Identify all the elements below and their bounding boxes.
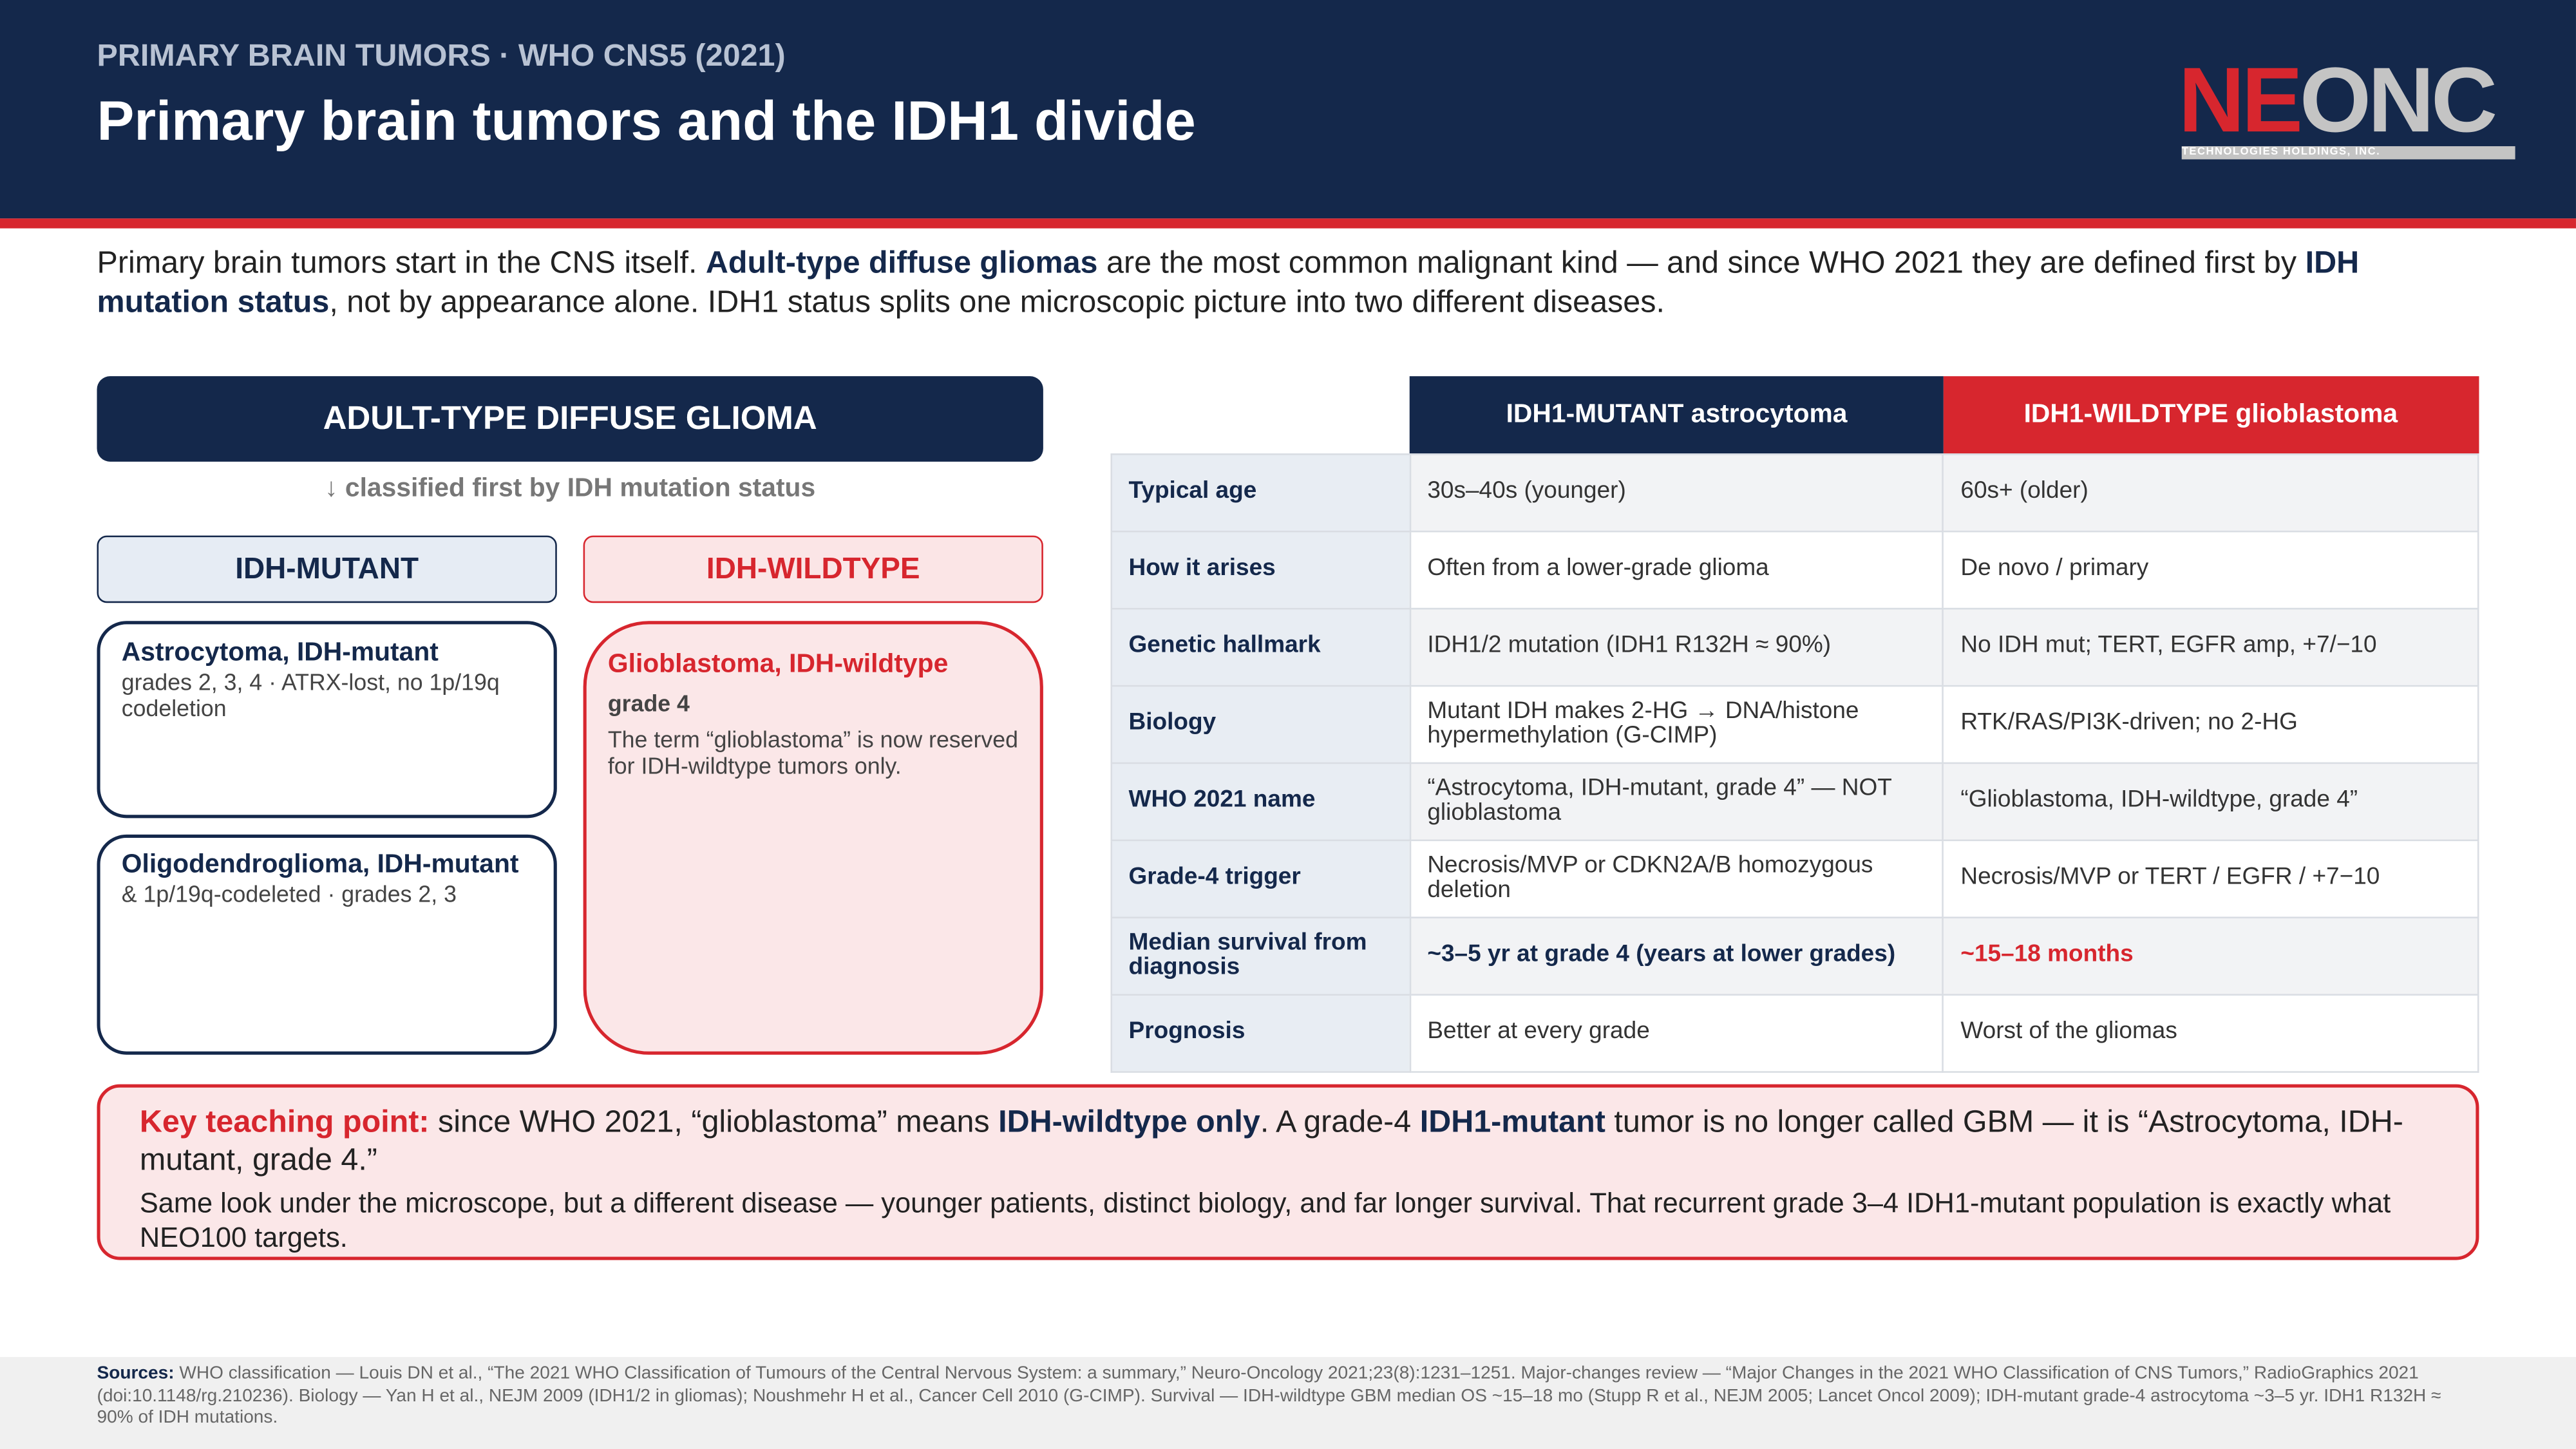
wildtype-label: IDH-WILDTYPE: [583, 535, 1043, 603]
card-name: Glioblastoma, IDH-wildtype: [607, 650, 949, 679]
table-row: Typical age 30s–40s (younger) 60s+ (older): [1110, 452, 2479, 532]
table-cell: De novo / primary: [1942, 529, 2479, 609]
table-cell: “Glioblastoma, IDH-wildtype, grade 4”: [1942, 761, 2479, 840]
sources-text: WHO classification — Louis DN et al., “T…: [97, 1363, 2441, 1428]
text: IDH1-mutant: [1419, 1105, 1605, 1141]
text: Adult-type diffuse gliomas: [705, 246, 1098, 281]
row-label: How it arises: [1110, 529, 1411, 609]
header-band: [0, 0, 2576, 219]
table-cell: Necrosis/MVP or CDKN2A/B homozygous dele…: [1409, 838, 1944, 918]
key-point: Key teaching point: since WHO 2021, “gli…: [97, 1084, 2479, 1260]
text: IDH-wildtype only: [998, 1105, 1260, 1141]
card: Oligodendroglioma, IDH-mutant & 1p/19q-co…: [97, 834, 557, 1055]
logo-gray: ONC: [2299, 47, 2497, 151]
intro: Primary brain tumors start in the CNS it…: [97, 245, 2496, 323]
kicker: PRIMARY BRAIN TUMORS · WHO CNS5 (2021): [97, 39, 786, 74]
comparison-table: IDH1-MUTANT astrocytoma IDH1-WILDTYPE gli…: [1110, 376, 2479, 1072]
row-label: Typical age: [1110, 452, 1411, 532]
key-point-headline: Key teaching point: since WHO 2021, “gli…: [140, 1104, 2436, 1179]
sources: Sources: WHO classification — Louis DN e…: [0, 1357, 2576, 1449]
row-label: WHO 2021 name: [1110, 761, 1411, 840]
diagram-title: ADULT-TYPE DIFFUSE GLIOMA: [97, 376, 1043, 462]
row-label: Median survival from diagnosis: [1110, 916, 1411, 995]
row-label: Biology: [1110, 684, 1411, 763]
table-cell: ~15–18 months: [1942, 916, 2479, 995]
card-name: Oligodendroglioma, IDH-mutant: [121, 851, 519, 879]
table-cell: IDH1/2 mutation (IDH1 R132H ≈ 90%): [1409, 607, 1944, 687]
table-cell: No IDH mut; TERT, EGFR amp, +7/−10: [1942, 607, 2479, 687]
table-cell: 30s–40s (younger): [1409, 452, 1944, 532]
card-detail: The term “glioblastoma” is now reserved …: [607, 726, 1019, 779]
column-header: IDH1-MUTANT astrocytoma: [1410, 376, 1944, 454]
row-label: Genetic hallmark: [1110, 607, 1411, 687]
table-row: WHO 2021 name “Astrocytoma, IDH-mutant, g…: [1110, 761, 2479, 840]
card-detail: & 1p/19q-codeleted · grades 2, 3: [121, 880, 457, 907]
row-label: Grade-4 trigger: [1110, 838, 1411, 918]
card-detail: grades 2, 3, 4 · ATRX-lost, no 1p/19q co…: [121, 668, 500, 721]
key-point-body: Same look under the microscope, but a di…: [139, 1188, 2391, 1254]
logo-bar: [2181, 146, 2515, 160]
text: tumor is no longer called GBM — it is “A…: [139, 1105, 2403, 1179]
table-cell: ~3–5 yr at grade 4 (years at lower grade…: [1409, 916, 1944, 995]
table-row: Grade-4 trigger Necrosis/MVP or CDKN2A/B …: [1110, 838, 2479, 918]
text: IDH mutation status: [97, 246, 2360, 321]
text: Key teaching point:: [139, 1105, 430, 1141]
card-name: Astrocytoma, IDH-mutant: [121, 639, 439, 667]
table-row: Median survival from diagnosis ~3–5 yr at…: [1110, 916, 2479, 995]
table-cell: Better at every grade: [1409, 993, 1944, 1072]
table-row: Biology Mutant IDH makes 2-HG → DNA/histo…: [1110, 684, 2479, 763]
text: Primary brain tumors start in the CNS it…: [97, 246, 706, 281]
table-cell: RTK/RAS/PI3K-driven; no 2-HG: [1942, 684, 2479, 763]
table-corner: [1111, 376, 1410, 454]
text: are the most common malignant kind — and…: [1097, 246, 2306, 281]
table-row: How it arises Often from a lower-grade gl…: [1110, 529, 2479, 609]
text: since WHO 2021, “glioblastoma” means: [429, 1105, 999, 1141]
logo-tagline: TECHNOLOGIES HOLDINGS, INC.: [2181, 146, 2381, 158]
logo: NEONC: [2178, 47, 2498, 151]
table-cell: Worst of the gliomas: [1942, 993, 2479, 1072]
table-cell: Mutant IDH makes 2-HG → DNA/histone hype…: [1409, 684, 1944, 763]
mutant-label: IDH-MUTANT: [97, 535, 557, 603]
header-stripe: [0, 218, 2576, 229]
text: , not by appearance alone. IDH1 status s…: [329, 285, 1665, 321]
table-cell: 60s+ (older): [1942, 452, 2479, 532]
table-cell: “Astrocytoma, IDH-mutant, grade 4” — NOT…: [1409, 761, 1944, 840]
card-grade: grade 4: [607, 690, 690, 717]
text: . A grade-4: [1260, 1105, 1420, 1141]
logo-red: NE: [2178, 47, 2303, 151]
title: Primary brain tumors and the IDH1 divide: [97, 90, 1196, 153]
table-cell: Often from a lower-grade glioma: [1409, 529, 1944, 609]
column-header: IDH1-WILDTYPE glioblastoma: [1943, 376, 2479, 454]
table-cell: Necrosis/MVP or TERT / EGFR / +7−10: [1942, 838, 2479, 918]
table-row: Genetic hallmark IDH1/2 mutation (IDH1 R1…: [1110, 607, 2479, 687]
table-row: Prognosis Better at every grade Worst of t…: [1110, 993, 2479, 1072]
card: Glioblastoma, IDH-wildtype grade 4 The ter…: [583, 621, 1043, 1055]
diagram-note: ↓ classified first by IDH mutation statu…: [325, 475, 816, 503]
table-header-row: IDH1-MUTANT astrocytoma IDH1-WILDTYPE gli…: [1111, 376, 2479, 454]
card: Astrocytoma, IDH-mutant grades 2, 3, 4 · …: [97, 621, 557, 819]
row-label: Prognosis: [1110, 993, 1411, 1072]
sources-label: Sources:: [97, 1363, 175, 1383]
